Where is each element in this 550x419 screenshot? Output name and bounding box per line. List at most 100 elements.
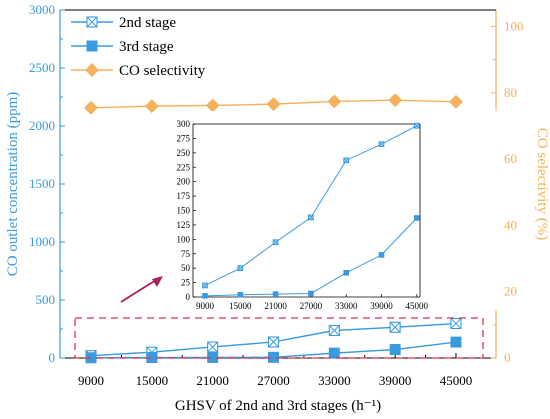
inset-series-stage3-point bbox=[343, 269, 349, 276]
inset-series-stage3-point bbox=[378, 252, 385, 258]
series-selectivity-point bbox=[388, 93, 403, 108]
x-tick-label: 9000 bbox=[78, 373, 104, 388]
main-ticks: 0500100015002000250030000204060801009000… bbox=[29, 2, 524, 388]
inset-series-stage3-point bbox=[237, 291, 244, 298]
x-tick-label: 39000 bbox=[379, 373, 412, 388]
x-tick-label: 15000 bbox=[136, 373, 169, 388]
legend-label: 2nd stage bbox=[119, 15, 176, 31]
inset-ticks: 0 25 50 75 100 125 150 175 200 225 250 275 300 9000 15… bbox=[177, 119, 429, 311]
inset-series-stage2-point-cross-b bbox=[343, 157, 349, 163]
inset-series-stage3-point bbox=[308, 290, 314, 297]
arrow-head bbox=[152, 276, 163, 287]
inset-series-stage2-point bbox=[308, 214, 314, 221]
inset-x-tick-label: 45000 bbox=[406, 301, 429, 311]
inset-series bbox=[202, 122, 420, 299]
series-stage3-point bbox=[267, 351, 279, 363]
inset-y-tick-label: 150 bbox=[177, 206, 191, 216]
legend-swatch-marker bbox=[85, 63, 99, 77]
right-tick-label: 40 bbox=[504, 217, 517, 232]
inset-series-stage3-point bbox=[202, 293, 208, 299]
right-tick-label: 60 bbox=[504, 151, 517, 166]
inset-series-stage2-point-cross-b bbox=[414, 123, 420, 129]
legend-item-selectivity: CO selectivity bbox=[71, 63, 206, 79]
x-axis-title: GHSV of 2nd and 3rd stages (h⁻¹) bbox=[175, 398, 381, 414]
series-selectivity-point bbox=[449, 94, 463, 109]
series-stage2-point bbox=[389, 321, 401, 333]
legend-swatch-marker bbox=[86, 40, 98, 52]
inset-series-stage2-point bbox=[202, 282, 208, 289]
inset-y-tick-label: 25 bbox=[181, 278, 191, 288]
series-stage3-point bbox=[450, 336, 462, 348]
legend-swatch-marker bbox=[86, 16, 98, 28]
inset-series-stage2-point-cross-b bbox=[378, 141, 385, 147]
right-tick-label: 20 bbox=[504, 284, 517, 299]
series-stage2-point bbox=[267, 336, 280, 348]
legend-label: CO selectivity bbox=[119, 63, 206, 79]
left-tick-label: 0 bbox=[49, 350, 56, 365]
series-selectivity-point bbox=[205, 98, 220, 113]
series-stage2-point bbox=[328, 324, 340, 337]
inset-y-tick-label: 225 bbox=[177, 162, 191, 172]
y-axis-title-left: CO outlet concentration (ppm) bbox=[5, 92, 21, 277]
left-tick-label: 2500 bbox=[29, 60, 55, 75]
inset-series-stage3 bbox=[202, 215, 420, 299]
series-selectivity-point bbox=[84, 100, 98, 115]
left-tick-label: 500 bbox=[36, 292, 56, 307]
main-plot: 0500100015002000250030000204060801009000… bbox=[29, 2, 524, 388]
zoom-highlight-box bbox=[74, 317, 484, 359]
inset-x-tick-label: 33000 bbox=[335, 301, 358, 311]
inset-y-tick-label: 300 bbox=[177, 119, 191, 129]
left-tick-label: 1500 bbox=[29, 176, 55, 191]
inset-y-tick-label: 250 bbox=[177, 148, 191, 158]
inset-series-stage2-point bbox=[272, 239, 279, 246]
inset-series-stage2-point bbox=[343, 157, 350, 164]
series-selectivity-point bbox=[266, 97, 281, 112]
left-tick-label: 2000 bbox=[29, 118, 55, 133]
series-stage2-point-cross-b bbox=[328, 325, 340, 336]
inset-series-stage3-point bbox=[272, 291, 279, 297]
inset-x-tick-label: 15000 bbox=[229, 301, 252, 311]
legend: 2nd stage 3rd stage CO selectivity bbox=[71, 15, 206, 79]
inset-y-tick-label: 50 bbox=[181, 263, 191, 273]
inset-y-tick-label: 275 bbox=[177, 133, 191, 143]
inset-plot: 0 25 50 75 100 125 150 175 200 225 250 275 300 9000 15… bbox=[167, 111, 501, 311]
series-stage3-point bbox=[328, 347, 340, 359]
inset-x-tick-label: 9000 bbox=[196, 301, 215, 311]
arrow-line bbox=[120, 279, 157, 303]
inset-series-stage3-point bbox=[414, 215, 420, 221]
inset-series-stage2-point-cross-b bbox=[308, 214, 314, 221]
zoom-arrow bbox=[120, 276, 163, 303]
right-tick-label: 0 bbox=[504, 350, 511, 365]
series-stage2-point-cross-b bbox=[268, 336, 279, 348]
inset-x-tick-label: 27000 bbox=[300, 301, 323, 311]
right-tick-label: 100 bbox=[504, 19, 524, 34]
series-stage2-point-cross-b bbox=[450, 318, 462, 329]
inset-series-stage2-point-cross-b bbox=[202, 282, 208, 289]
legend-swatch-marker-cross-b bbox=[86, 16, 98, 28]
inset-series-stage2-point-cross-b bbox=[272, 239, 279, 245]
inset-y-tick-label: 75 bbox=[181, 249, 191, 259]
right-tick-label: 80 bbox=[504, 85, 517, 100]
series-stage2-point bbox=[450, 317, 462, 330]
x-tick-label: 45000 bbox=[440, 373, 473, 388]
series-selectivity-point bbox=[327, 94, 342, 109]
series-stage3-point bbox=[389, 344, 401, 356]
x-tick-label: 27000 bbox=[257, 373, 290, 388]
inset-series-stage2-point bbox=[378, 141, 385, 148]
legend-label: 3rd stage bbox=[119, 39, 174, 55]
x-tick-label: 21000 bbox=[196, 373, 229, 388]
legend-item-stage3: 3rd stage bbox=[71, 39, 174, 55]
inset-series-stage2-point bbox=[413, 122, 420, 129]
inset-y-tick-label: 125 bbox=[177, 220, 191, 230]
inset-series-stage2 bbox=[202, 122, 420, 289]
series-stage2-point-cross-b bbox=[207, 341, 219, 353]
left-tick-label: 3000 bbox=[29, 2, 55, 17]
legend-item-stage2: 2nd stage bbox=[71, 15, 176, 31]
inset-y-tick-label: 0 bbox=[186, 292, 191, 302]
inset-y-tick-label: 175 bbox=[177, 191, 191, 201]
x-tick-label: 33000 bbox=[318, 373, 351, 388]
inset-x-tick-label: 39000 bbox=[370, 301, 393, 311]
inset-y-tick-label: 200 bbox=[177, 177, 191, 187]
